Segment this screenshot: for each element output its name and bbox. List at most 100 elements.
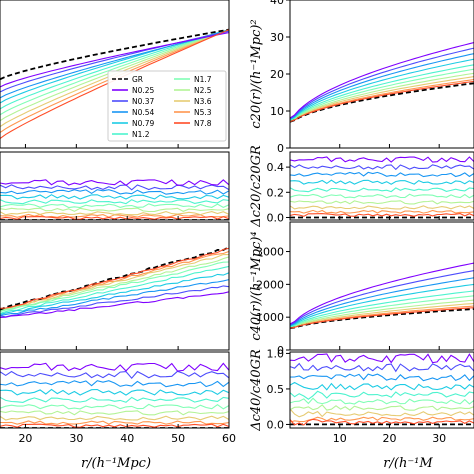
series-line-n0-25	[290, 262, 474, 325]
series-line-n0-54	[290, 373, 474, 382]
lines-c40_ratio	[290, 353, 474, 426]
panel-xi2_ratio: 20 30 40 50 60	[0, 351, 236, 445]
x-tick-label: 50	[171, 432, 185, 445]
series-line-n2-5	[290, 404, 474, 411]
y-tick-label: 2000	[256, 278, 284, 291]
series-line-n1-2	[290, 390, 474, 400]
legend-label: N1.2	[132, 130, 150, 139]
series-line-n0-79	[0, 194, 229, 200]
y-tick-label: 0	[277, 344, 284, 357]
series-line-n0-79	[290, 381, 474, 391]
x-tick-label: 10	[333, 432, 347, 445]
y-axis-label: Δc20/c20GR	[249, 145, 264, 228]
series-line-n2-5	[290, 72, 474, 122]
series-line-n1-2	[0, 29, 229, 110]
panel-frame	[0, 0, 230, 149]
series-line-n0-25	[0, 32, 229, 88]
legend-label: N5.3	[194, 108, 212, 117]
series-line-n1-7	[290, 68, 474, 122]
legend-label: N3.6	[194, 97, 212, 106]
series-line-n0-54	[290, 171, 474, 178]
y-tick-label: 0.2	[267, 186, 285, 199]
series-line-n0-25	[0, 291, 229, 318]
x-tick-label: 40	[120, 432, 134, 445]
series-line-n5-3	[290, 416, 474, 423]
y-tick-label: 3000	[256, 246, 284, 259]
y-tick-label: 0.0	[267, 211, 285, 224]
series-line-n1-7	[0, 29, 229, 116]
y-axis-label: c40(r)/(h⁻¹Mpc)⁴	[249, 231, 264, 340]
series-line-n2-5	[290, 200, 474, 205]
lines-xi2	[0, 246, 229, 318]
series-line-n7-8	[0, 423, 229, 428]
y-tick-label: 20	[270, 68, 284, 81]
lines-c20	[290, 41, 474, 123]
legend-label: GR	[132, 75, 143, 84]
panel-frame	[0, 221, 230, 351]
y-tick-label: 0.4	[267, 161, 285, 174]
legend-label: N7.8	[194, 119, 212, 128]
lines-c40	[290, 262, 474, 330]
y-tick-label: 1000	[256, 311, 284, 324]
panels-layer: 20 30 40 50 60010203040c20(r)/(h⁻¹Mpc)²0.00.…	[0, 0, 474, 445]
series-line-n0-37	[0, 370, 229, 380]
panel-frame	[0, 151, 230, 221]
series-line-n1-7	[0, 403, 229, 410]
panel-xi2	[0, 221, 230, 351]
x-tick-label: 20	[382, 432, 396, 445]
y-axis-label: c20(r)/(h⁻¹Mpc)²	[249, 19, 264, 128]
legend: GR N0.25 N0.37 N0.54 N0.79 N1.2 N1.7 N2.5 N3.6 N5…	[107, 70, 227, 142]
series-line-n1-2	[290, 187, 474, 193]
series-line-n5-3	[290, 78, 474, 123]
series-line-n0-25	[290, 156, 474, 163]
series-line-n3-6	[290, 408, 474, 418]
panel-xi0_ratio	[0, 151, 230, 221]
series-line-n0-54	[290, 53, 474, 120]
series-line-n0-37	[290, 362, 474, 373]
panel-frame	[289, 221, 474, 351]
lines-xi0_ratio	[0, 179, 229, 220]
series-line-n3-6	[0, 415, 229, 421]
series-line-n2-5	[290, 299, 474, 329]
y-axis-label: Δc40/c40GR	[249, 349, 264, 432]
series-line-n0-54	[290, 277, 474, 326]
series-line-n1-2	[0, 396, 229, 403]
y-tick-label: 10	[270, 105, 284, 118]
series-line-n7-8	[290, 213, 474, 217]
lines-xi2_ratio	[0, 362, 229, 428]
series-line-n1-7	[290, 295, 474, 328]
x-tick-label: 30	[69, 432, 83, 445]
series-line-n0-79	[0, 272, 229, 316]
series-line-n7-8	[290, 418, 474, 426]
panel-frame	[0, 351, 230, 429]
series-line-n5-3	[290, 209, 474, 214]
y-tick-label: 0	[277, 142, 284, 155]
series-line-n1-2	[290, 64, 474, 121]
series-line-n1-2	[0, 199, 229, 205]
series-line-n0-79	[0, 388, 229, 396]
series-line-gr	[0, 28, 229, 81]
series-line-n0-25	[290, 353, 474, 364]
series-line-n0-37	[290, 47, 474, 119]
y-tick-label: 0.0	[267, 418, 285, 431]
x-tick-label: 20	[18, 432, 32, 445]
series-line-n3-6	[290, 302, 474, 329]
x-axis-label-right: r/(h⁻¹M	[383, 456, 433, 471]
y-tick-label: 0.5	[267, 383, 285, 396]
y-tick-label: 1.0	[267, 347, 285, 360]
series-line-n1-2	[290, 290, 474, 328]
legend-label: N0.54	[132, 108, 155, 117]
series-line-n1-7	[0, 261, 229, 313]
legend-label: N2.5	[194, 86, 212, 95]
series-line-n2-5	[0, 256, 229, 312]
series-line-n5-3	[290, 305, 474, 329]
series-line-n0-54	[0, 380, 229, 388]
lines-c20_ratio	[290, 156, 474, 219]
x-tick-label: 60	[222, 432, 236, 445]
x-axis-label-left: r/(h⁻¹Mpc)	[81, 456, 151, 471]
series-line-n0-25	[290, 41, 474, 119]
series-line-n3-6	[290, 205, 474, 210]
series-line-n0-79	[290, 283, 474, 327]
